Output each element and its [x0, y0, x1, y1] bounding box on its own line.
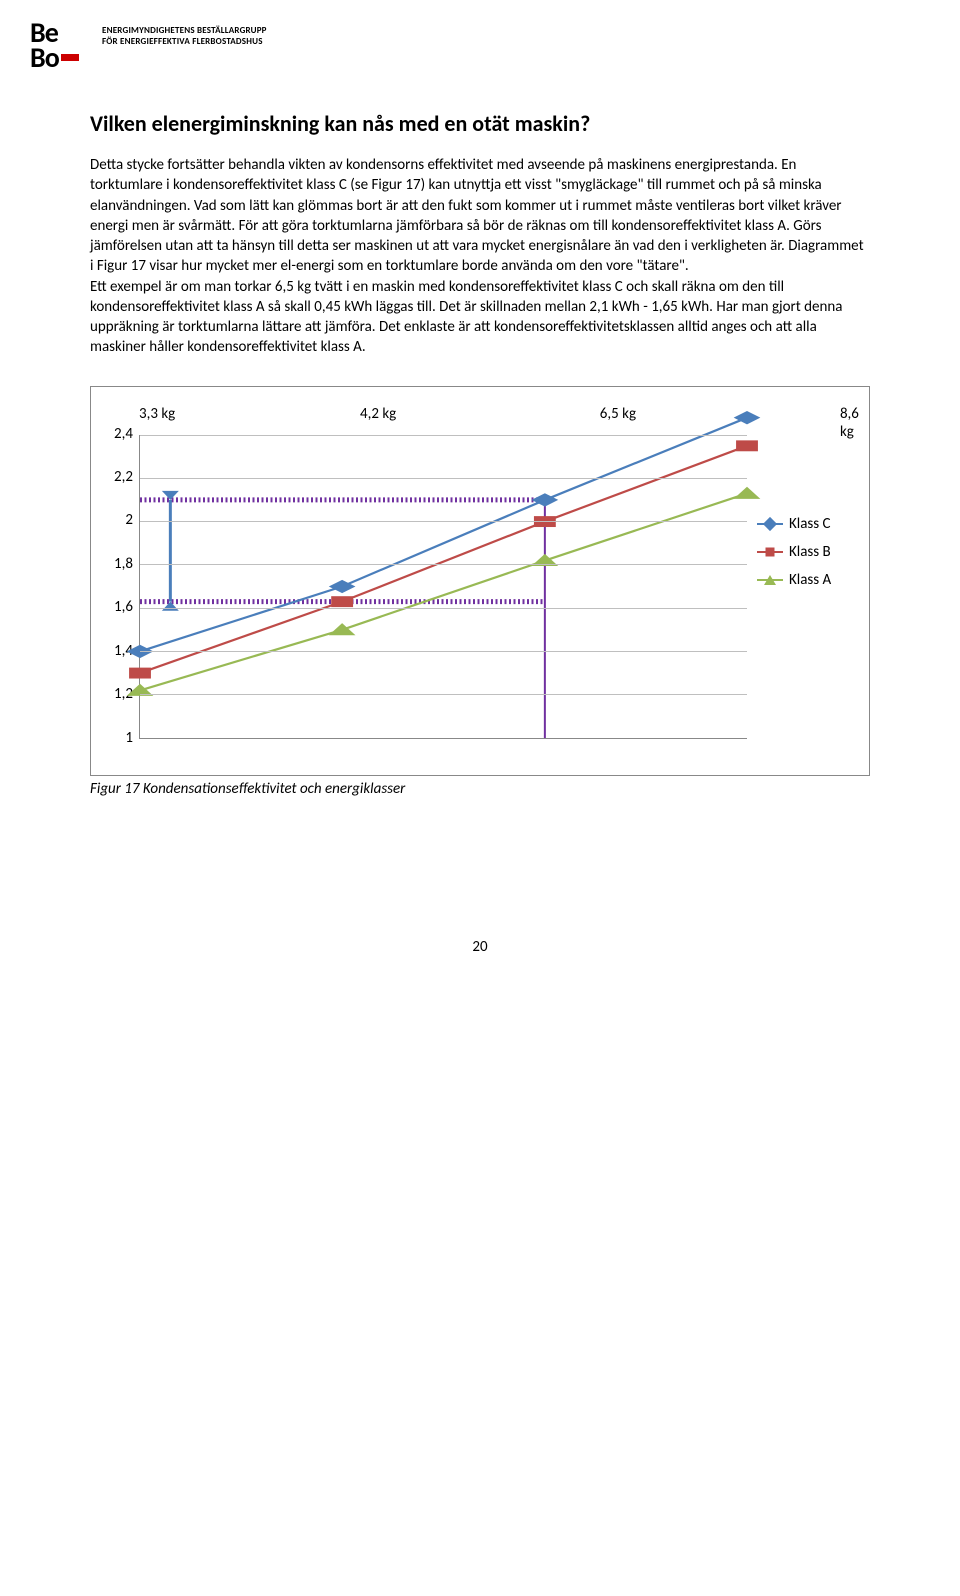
legend-item: Klass A [757, 571, 857, 589]
y-tick-label: 1 [125, 729, 133, 747]
legend-item: Klass C [757, 515, 857, 533]
y-axis: 2,42,221,81,61,41,21 [103, 405, 139, 765]
y-tick-label: 1,6 [114, 598, 133, 616]
legend-line-icon [757, 523, 783, 525]
legend-line-icon [757, 551, 783, 553]
gridline [140, 521, 747, 522]
legend-label: Klass A [789, 571, 831, 589]
legend-label: Klass B [789, 543, 831, 561]
page-number: 20 [90, 938, 870, 956]
logo-subtitle: ENERGIMYNDIGHETENS BESTÄLLARGRUPP FÖR EN… [102, 20, 267, 48]
legend-item: Klass B [757, 543, 857, 561]
gridline [140, 608, 747, 609]
page-heading: Vilken elenergiminskning kan nås med en … [90, 110, 870, 137]
logo-sub-line2: FÖR ENERGIEFFEKTIVA FLERBOSTADSHUS [102, 37, 267, 48]
figure-caption: Figur 17 Kondensationseffektivitet och e… [90, 780, 870, 798]
logo-dash-icon [61, 54, 79, 61]
legend-marker-icon [763, 516, 777, 530]
plot-region: 3,3 kg4,2 kg6,5 kg8,6 kg Klass CKlass BK… [139, 405, 857, 765]
legend-marker-icon [766, 547, 775, 556]
gridline [140, 564, 747, 565]
x-tick-label: 8,6 kg [840, 405, 859, 441]
gridline [140, 694, 747, 695]
y-tick-label: 2,4 [114, 425, 133, 443]
x-tick-label: 3,3 kg [139, 405, 175, 423]
y-tick-label: 1,8 [114, 555, 133, 573]
y-tick-label: 2,2 [114, 468, 133, 486]
logo: Be Bo [30, 20, 92, 70]
gridline [140, 435, 747, 436]
document-header: Be Bo ENERGIMYNDIGHETENS BESTÄLLARGRUPP … [30, 20, 870, 70]
x-tick-label: 6,5 kg [600, 405, 636, 423]
legend-label: Klass C [789, 515, 831, 533]
legend-line-icon [757, 579, 783, 581]
gridline [140, 478, 747, 479]
chart-container: 2,42,221,81,61,41,21 3,3 kg4,2 kg6,5 kg8… [90, 386, 870, 776]
legend-marker-icon [764, 575, 776, 585]
chart-svg [140, 435, 747, 738]
body-paragraph: Detta stycke fortsätter behandla vikten … [90, 155, 870, 358]
legend: Klass C Klass B Klass A [757, 515, 857, 599]
x-tick-label: 4,2 kg [360, 405, 396, 423]
plot-area [139, 435, 747, 739]
logo-text-bo: Bo [30, 45, 92, 70]
y-tick-label: 2 [125, 511, 133, 529]
gridline [140, 651, 747, 652]
x-axis: 3,3 kg4,2 kg6,5 kg8,6 kg [139, 405, 857, 425]
